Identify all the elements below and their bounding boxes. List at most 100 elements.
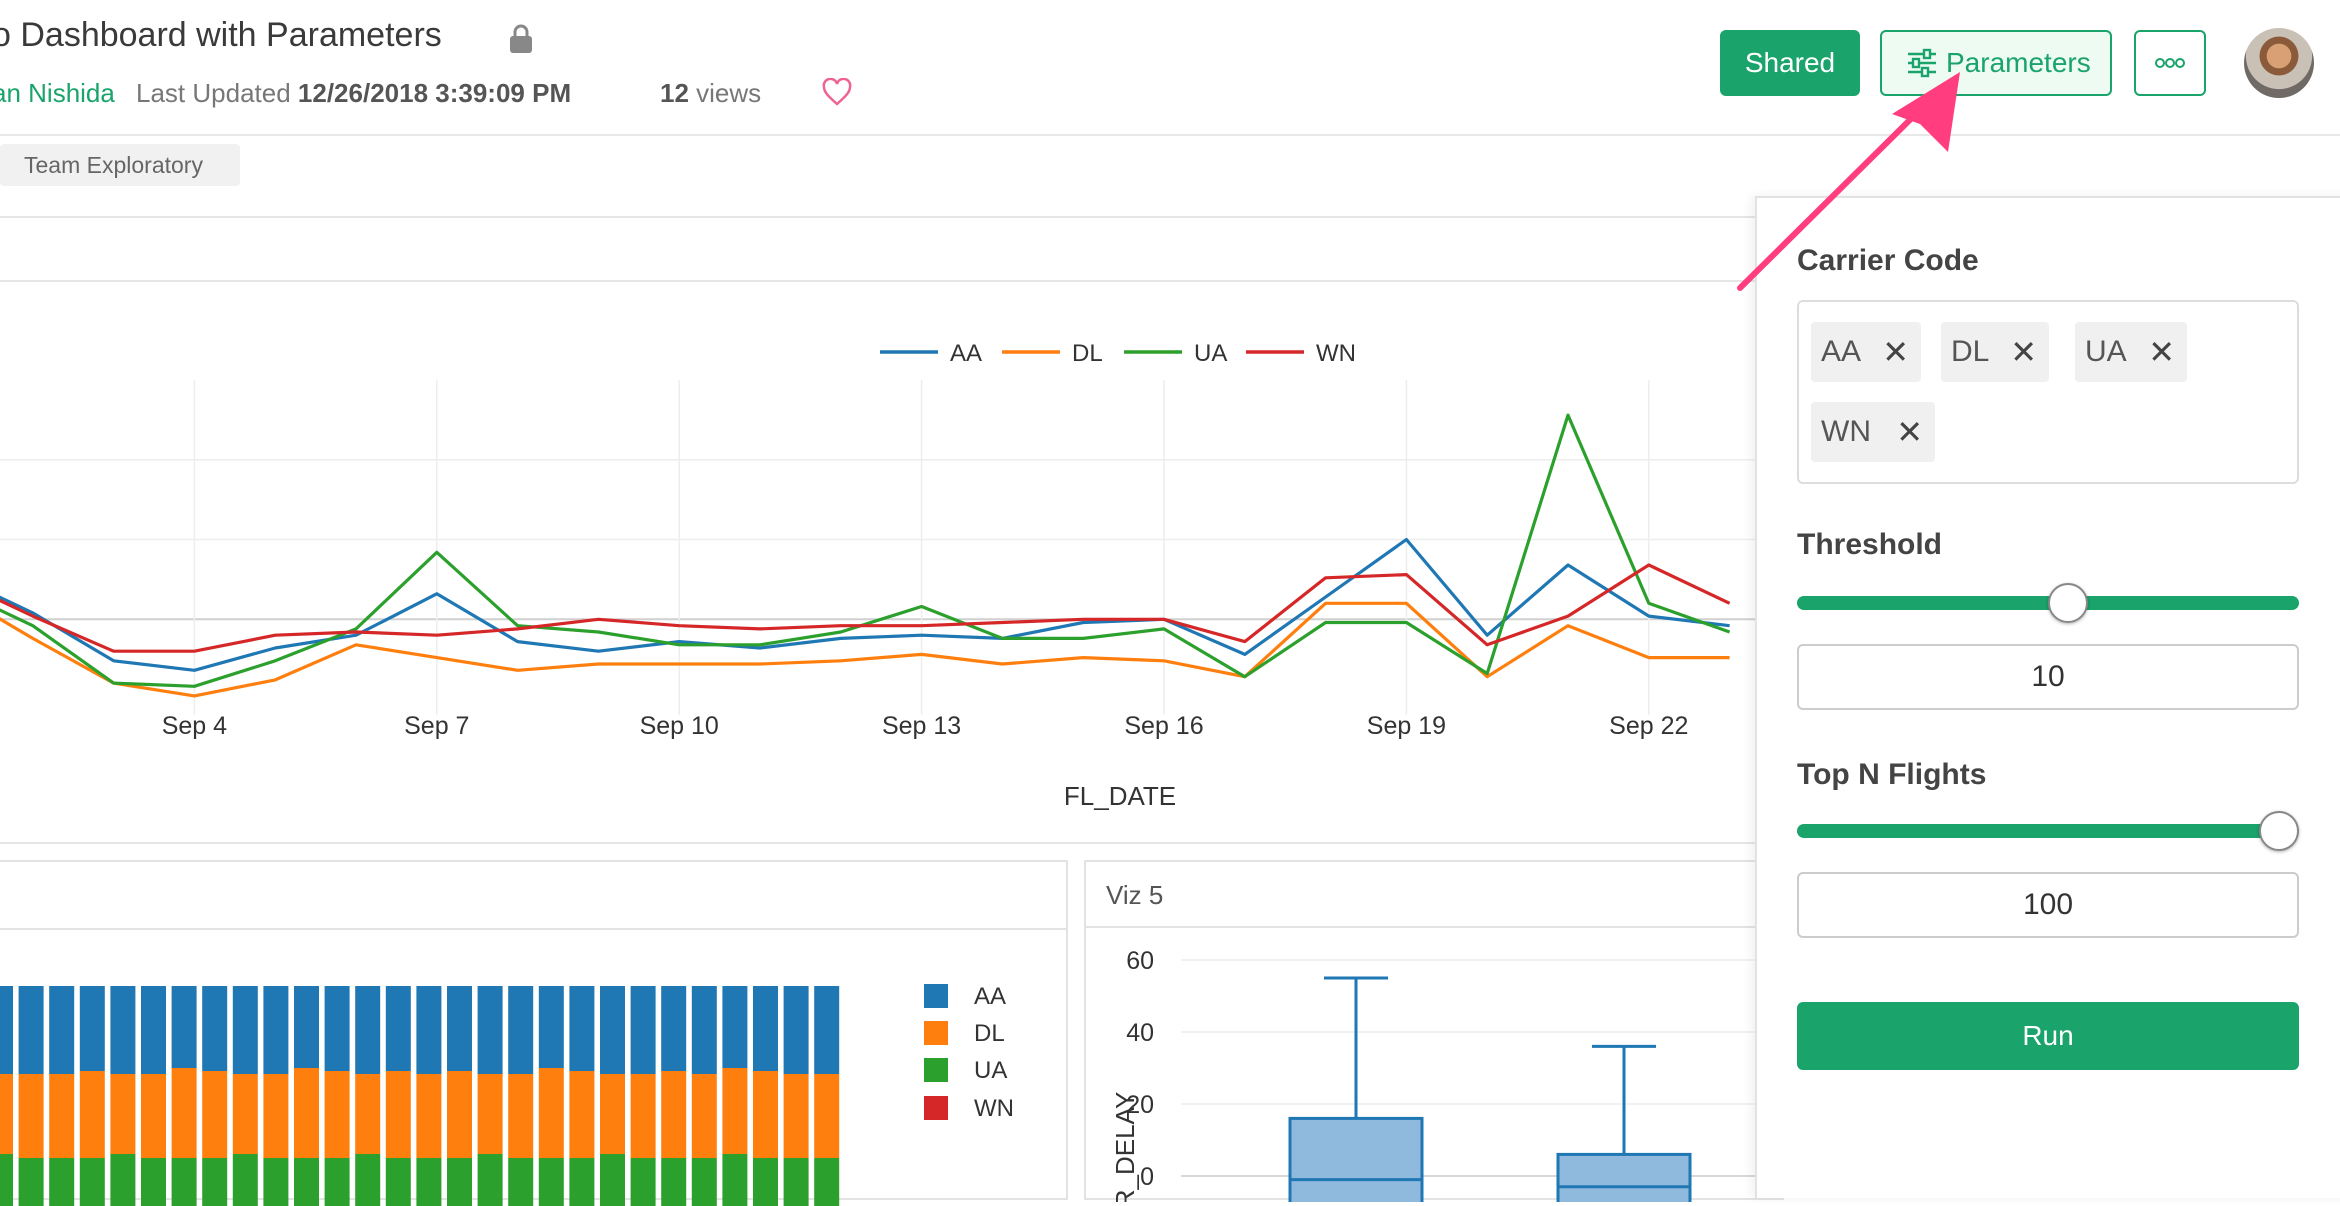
team-tag[interactable]: Team Exploratory [0,144,240,186]
stacked-bar-chart: AA DL UA WN [0,983,1014,1206]
bar-segment-aa [141,986,166,1074]
remove-chip-dl-icon[interactable]: ✕ [2010,334,2037,370]
stacked-bar-legend[interactable]: AA DL UA WN [924,983,1014,1122]
bar-segment-ua [569,1158,595,1206]
lock-icon [510,24,532,53]
y-axis-title: R_DELAY [1110,1092,1140,1202]
run-button[interactable]: Run [1797,1002,2299,1070]
bar-segment-ua [447,1158,472,1206]
bar-segment-dl [630,1074,656,1158]
threshold-slider[interactable] [1797,596,2299,610]
series-line-dl [0,601,1730,698]
bar-segment-dl [171,1068,197,1158]
bar-segment-aa [477,986,503,1074]
bar-segment-ua [49,1158,75,1206]
bar-segment-dl [722,1068,748,1154]
chip-aa[interactable]: AA ✕ [1811,322,1921,382]
legend-swatch-wn [924,1096,948,1120]
last-updated-value: 12/26/2018 3:39:09 PM [297,78,572,108]
viz-panel-header-border [0,280,1755,282]
top-n-slider-thumb[interactable] [2259,811,2299,851]
author-link[interactable]: an Nishida [0,78,115,108]
carrier-code-label: Carrier Code [1797,244,1979,277]
bar-segment-ua [324,1158,350,1206]
box-plot-grid: 0 20 40 60 [1126,947,1782,1191]
avatar[interactable] [2244,28,2314,98]
sliders-icon [1908,48,1936,78]
line-chart-x-ticks: Sep 4 Sep 7 Sep 10 Sep 13 Sep 16 Sep 19 Sep 22 [162,712,1689,740]
bar-segment-aa [0,986,13,1074]
bar-segment-dl [294,1068,319,1158]
carrier-code-select[interactable]: AA ✕ DL ✕ UA ✕ WN ✕ [1797,300,2299,484]
bar-segment-aa [508,986,534,1074]
bar-segment-aa [355,986,381,1074]
bar-segment-aa [569,986,595,1071]
bar-segment-dl [600,1074,625,1154]
legend-label-dl[interactable]: DL [974,1020,1005,1047]
remove-chip-aa-icon[interactable]: ✕ [1882,334,1909,370]
bar-segment-ua [600,1154,625,1206]
heart-icon[interactable] [822,78,852,106]
chart-bottom-border [0,842,1755,844]
top-n-flights-label: Top N Flights [1797,758,1987,791]
bar-segment-dl [447,1071,472,1158]
legend-label-wn[interactable]: WN [974,1095,1014,1122]
bar-segment-aa [722,986,748,1068]
viz5-panel: Viz 5 0 20 40 60 R_DELAY [1084,860,1784,1202]
threshold-slider-thumb[interactable] [2048,583,2089,623]
top-n-input[interactable]: 100 [1797,872,2299,938]
box-body [1556,1152,1692,1202]
legend-label-wn[interactable]: WN [1316,340,1356,367]
y-tick-label: 20 [1126,1091,1154,1119]
legend-label-aa[interactable]: AA [950,340,982,367]
legend-label-dl[interactable]: DL [1072,340,1103,367]
views-label: views [696,78,762,108]
bar-segment-ua [538,1158,564,1206]
remove-chip-wn-icon[interactable]: ✕ [1896,414,1923,450]
viz-panel-top-border [0,216,1755,218]
legend-label-ua[interactable]: UA [974,1057,1007,1084]
last-updated: Last Updated 12/26/2018 3:39:09 PM [136,78,571,109]
bar-segment-aa [171,986,197,1068]
bar-segment-dl [814,1074,840,1158]
bar-segment-dl [263,1074,289,1158]
bar-segment-ua [385,1158,411,1206]
more-button[interactable] [2134,30,2206,96]
bar-segment-aa [385,986,411,1071]
stacked-bar-panel: AA DL UA WN [0,860,1068,1206]
bar-segment-dl [49,1074,75,1158]
parameters-label: Parameters [1946,47,2091,78]
bar-segment-aa [538,986,564,1068]
parameters-button[interactable]: Parameters [1880,30,2112,96]
threshold-input[interactable]: 10 [1797,644,2299,710]
legend-label-ua[interactable]: UA [1194,340,1227,367]
line-chart-legend[interactable]: AA DL UA WN [880,340,1356,367]
bar-segment-ua [355,1154,381,1206]
chip-wn-label: WN [1821,415,1871,448]
bar-segment-aa [753,986,778,1071]
bar-segment-aa [416,986,442,1074]
bar-segment-ua [508,1158,534,1206]
bar-segment-ua [691,1158,717,1206]
bar-segment-aa [18,986,44,1074]
box-body [1288,1116,1424,1202]
x-tick-label: Sep 22 [1609,712,1688,740]
bar-segment-aa [79,986,105,1071]
bar-segment-ua [722,1154,748,1206]
y-tick-label: 40 [1126,1019,1154,1047]
views-number: 12 [660,78,689,108]
bar-segment-aa [324,986,350,1071]
chip-ua[interactable]: UA ✕ [2075,322,2187,382]
viz5-title: Viz 5 [1086,862,1782,928]
chip-dl[interactable]: DL ✕ [1941,322,2049,382]
bar-segment-ua [232,1154,258,1206]
bar-segment-ua [661,1158,687,1206]
legend-label-aa[interactable]: AA [974,983,1006,1010]
bar-segment-dl [79,1071,105,1158]
top-n-slider[interactable] [1797,824,2299,838]
chip-wn[interactable]: WN ✕ [1811,402,1935,462]
remove-chip-ua-icon[interactable]: ✕ [2148,334,2175,370]
dashboard-title: o Dashboard with Parameters [0,16,442,54]
x-tick-label: Sep 7 [404,712,469,740]
shared-button[interactable]: Shared [1720,30,1860,96]
